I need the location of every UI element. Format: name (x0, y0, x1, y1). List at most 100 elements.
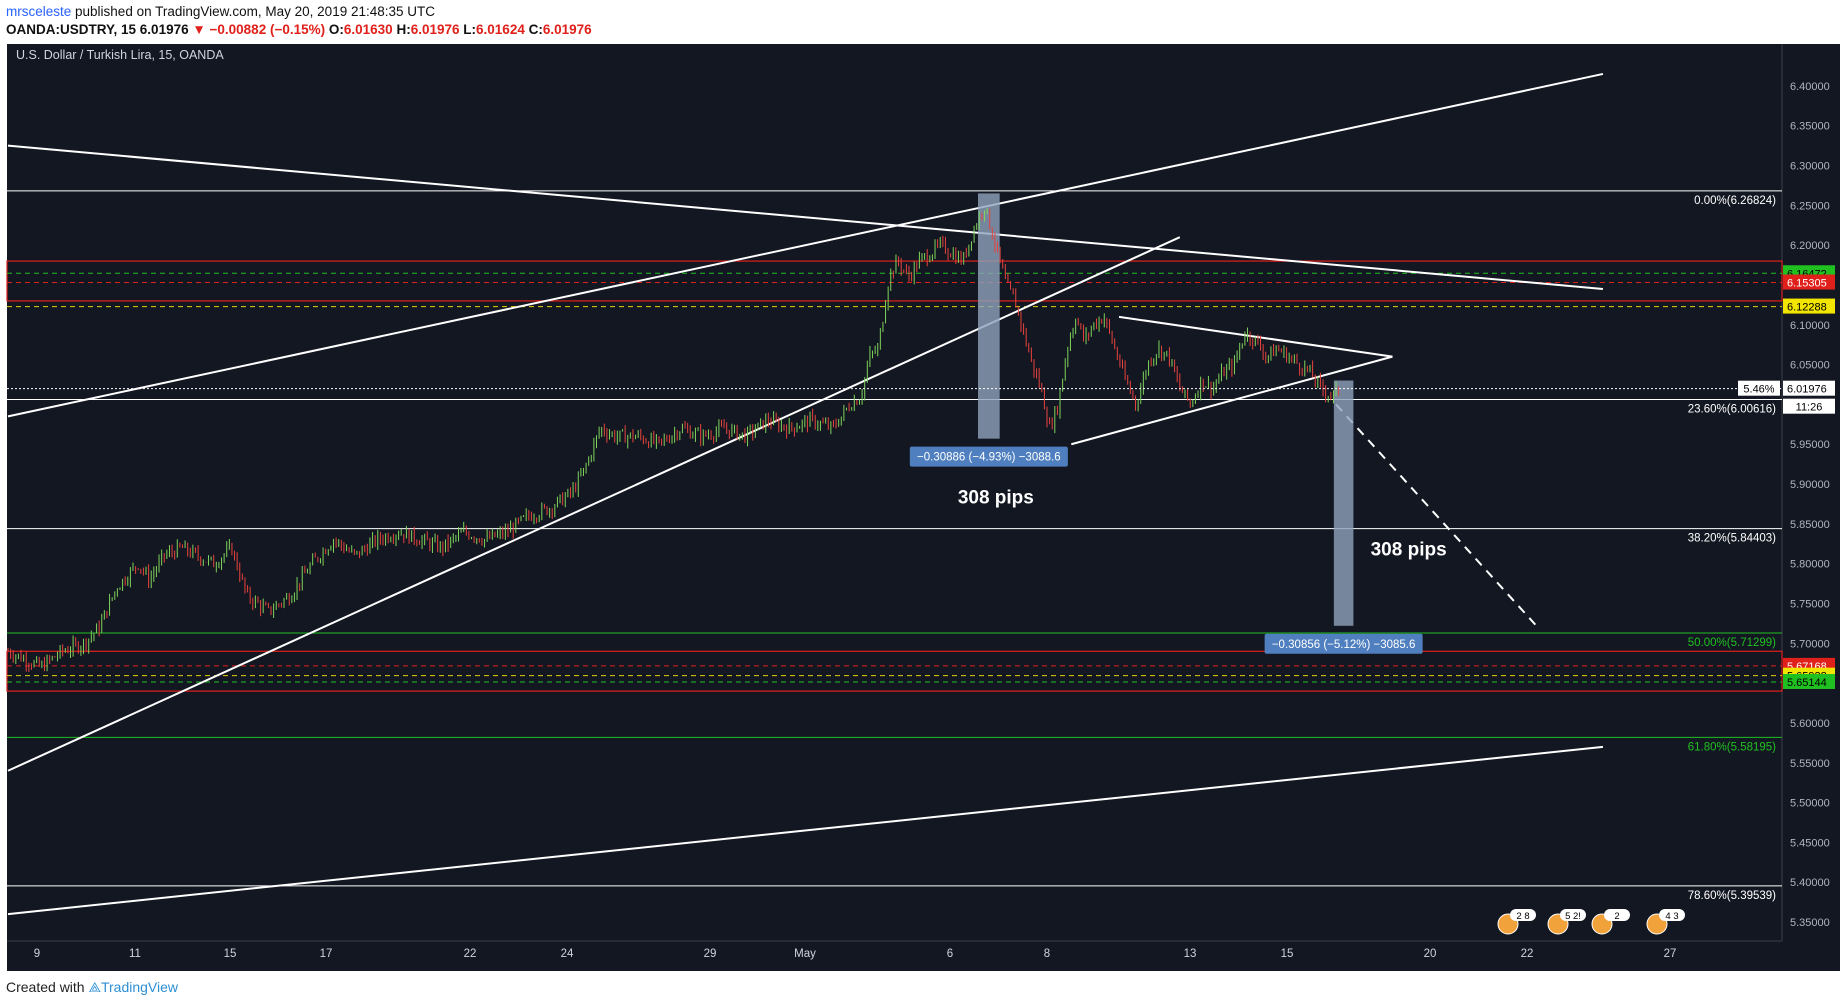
y-tick-label: 5.55000 (1790, 758, 1830, 770)
last-price: 6.01976 (139, 22, 189, 37)
y-tick-label: 5.60000 (1790, 718, 1830, 730)
low-label: L: (463, 22, 477, 37)
event-count-bubble (1510, 909, 1536, 921)
event-count-label: 2 (1614, 911, 1619, 922)
trendline (7, 745, 1604, 916)
event-count-label: 2 8 (1516, 911, 1529, 922)
fib-level-label: 61.80%(5.58195) (1688, 741, 1776, 753)
y-tick-label: 6.35000 (1790, 121, 1830, 133)
trendline (7, 144, 1604, 290)
y-tick-label: 5.80000 (1790, 559, 1830, 571)
price-badge (1783, 274, 1835, 290)
measure-label-box (909, 446, 1068, 467)
event-count-label: 4 3 (1665, 911, 1678, 922)
high-label: H: (396, 22, 411, 37)
publish-info: published on TradingView.com, May 20, 20… (75, 4, 436, 19)
trendline (7, 72, 1604, 418)
x-tick-label: 24 (561, 948, 574, 960)
high-value: 6.01976 (410, 22, 460, 37)
last-price-badge (1783, 380, 1835, 396)
fib-level-label: 78.60%(5.39539) (1688, 890, 1776, 902)
event-count-bubble (1560, 909, 1586, 921)
y-tick-label: 5.75000 (1790, 599, 1830, 611)
price-axis[interactable] (1782, 44, 1840, 941)
measure-caption: 308 pips (958, 488, 1034, 509)
x-ticks-layer: 9 11 15 17 22 24 29 May 6 8 13 15 20 22 27 (34, 948, 1677, 960)
price-badge-label: 6.15305 (1787, 278, 1827, 290)
price-badge (1783, 673, 1835, 689)
created-with: Created with (6, 979, 85, 995)
price-badge (1783, 298, 1835, 314)
event-count-label: 5 2! (1565, 911, 1581, 922)
y-tick-label: 5.45000 (1790, 837, 1830, 849)
measure-label-box (1264, 633, 1423, 654)
tradingview-logo-icon[interactable]: ⟁ (88, 979, 101, 995)
measure-range-box (1333, 380, 1354, 626)
measurements-layer[interactable]: −0.30886 (−4.93%) −3088.6 308 pips −0.3085… (909, 193, 1447, 654)
low-value: 6.01624 (476, 22, 525, 37)
fib-level-label: 50.00%(5.71299) (1688, 637, 1776, 649)
levels-layer: 0.00%(6.26824) 23.60%(6.00616) 38.20%(5.84… (7, 190, 1782, 902)
x-tick-label: 20 (1424, 948, 1437, 960)
resistance-zone (6, 650, 1783, 692)
close-value: 6.01976 (542, 22, 592, 37)
trendline (1071, 355, 1393, 446)
y-tick-label: 6.40000 (1790, 81, 1830, 93)
zones-layer (6, 260, 1783, 692)
close-label: C: (528, 22, 543, 37)
y-ticks-layer: 6.400006.350006.300006.250006.200006.150… (1790, 81, 1830, 929)
change-pct-label: 5.46% (1743, 384, 1774, 396)
events-layer[interactable]: 2 8 5 2! 2 4 3 (1497, 909, 1685, 935)
fib-level-label: 0.00%(6.26824) (1694, 195, 1776, 207)
tradingview-brand[interactable]: TradingView (100, 979, 179, 995)
countdown-label: 11:26 (1796, 402, 1823, 414)
down-arrow-icon: ▼ (192, 22, 206, 37)
fib-level-label: 38.20%(5.84403) (1688, 533, 1776, 545)
y-tick-label: 5.85000 (1790, 519, 1830, 531)
price-chart[interactable]: U.S. Dollar / Turkish Lira, 15, OANDA 0.… (0, 44, 1840, 974)
x-tick-label: May (794, 948, 816, 960)
measure-range-box (977, 193, 1000, 439)
price-change: −0.00882 (−0.15%) (209, 22, 326, 37)
y-tick-label: 5.40000 (1790, 877, 1830, 889)
measure-label: −0.30856 (−5.12%) −3085.6 (1272, 639, 1416, 651)
chart-header: mrsceleste published on TradingView.com,… (0, 0, 1840, 44)
y-tick-label: 6.05000 (1790, 360, 1830, 372)
projection-dashed-line (1335, 403, 1539, 629)
publish-line: mrsceleste published on TradingView.com,… (6, 4, 435, 19)
y-tick-label: 5.35000 (1790, 917, 1830, 929)
x-tick-label: 11 (129, 948, 141, 960)
plot-background (7, 44, 1782, 941)
y-tick-label: 6.10000 (1790, 320, 1830, 332)
y-tick-label: 5.90000 (1790, 479, 1830, 491)
x-tick-label: 15 (224, 948, 237, 960)
y-tick-label: 6.30000 (1790, 161, 1830, 173)
change-pct-badge (1738, 380, 1780, 396)
x-tick-label: 17 (320, 948, 333, 960)
measure-label: −0.30886 (−4.93%) −3088.6 (917, 452, 1061, 464)
resistance-zone (6, 260, 1783, 302)
time-axis[interactable] (7, 941, 1840, 971)
x-tick-label: 27 (1664, 948, 1677, 960)
x-tick-label: 15 (1281, 948, 1294, 960)
countdown-badge (1783, 398, 1835, 414)
last-price-label: 6.01976 (1787, 384, 1827, 396)
y-tick-label: 5.50000 (1790, 798, 1830, 810)
y-tick-label: 5.95000 (1790, 439, 1830, 451)
x-tick-label: 22 (464, 948, 477, 960)
y-tick-label: 6.25000 (1790, 200, 1830, 212)
chart-title: U.S. Dollar / Turkish Lira, 15, OANDA (16, 48, 224, 62)
y-tick-label: 5.70000 (1790, 638, 1830, 650)
event-count-bubble (1604, 909, 1630, 921)
x-tick-label: 29 (704, 948, 717, 960)
x-tick-label: 6 (947, 948, 953, 960)
x-tick-label: 22 (1521, 948, 1534, 960)
symbol-label: OANDA:USDTRY, 15 (6, 22, 137, 37)
x-tick-label: 13 (1184, 948, 1197, 960)
price-badge-label: 5.65144 (1787, 677, 1827, 689)
price-badges-layer: 6.164726.153056.122885.671685.659385.651… (7, 265, 1835, 689)
x-tick-label: 9 (34, 948, 40, 960)
author-link[interactable]: mrsceleste (6, 4, 72, 19)
candles-layer (7, 207, 1340, 672)
open-value: 6.01630 (343, 22, 393, 37)
